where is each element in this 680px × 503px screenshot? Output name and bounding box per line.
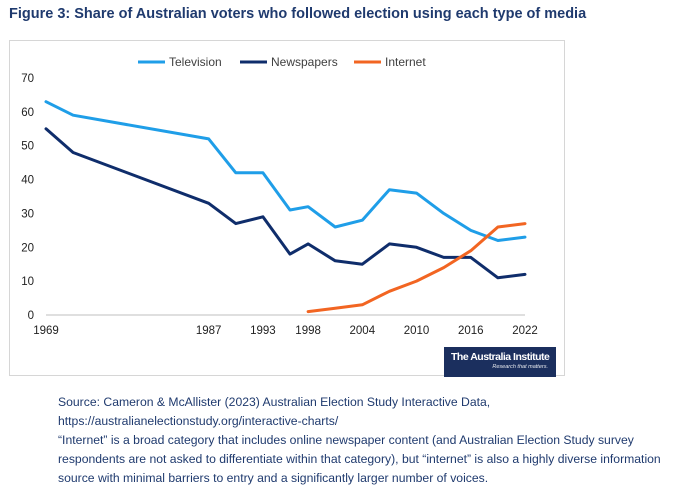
y-tick-label: 50 xyxy=(21,141,34,153)
series-line-internet xyxy=(306,222,527,314)
line-chart: 0 10 20 30 40 50 60 70 1969 1987 1993 1998 2004 2010 2… xyxy=(21,55,538,337)
x-tick-label: 1987 xyxy=(196,325,222,337)
legend-label-television: Television xyxy=(169,55,222,69)
x-tick-label: 2022 xyxy=(512,325,538,337)
figure-title: Figure 3: Share of Australian voters who… xyxy=(9,6,587,22)
x-tick-label: 2004 xyxy=(350,325,376,337)
legend-label-internet: Internet xyxy=(385,55,426,69)
y-tick-label: 60 xyxy=(21,107,34,119)
y-tick-label: 40 xyxy=(21,175,34,187)
source-url: https://australianelectionstudy.org/inte… xyxy=(58,414,339,428)
y-tick-label: 10 xyxy=(21,276,34,288)
y-tick-label: 30 xyxy=(21,208,34,220)
x-tick-label: 1969 xyxy=(33,325,59,337)
logo-name: The Australia Institute xyxy=(451,351,550,363)
australia-institute-logo: The Australia Institute Research that ma… xyxy=(444,347,556,377)
figure-notes: Source: Cameron & McAllister (2023) Aust… xyxy=(58,393,678,488)
y-tick-label: 70 xyxy=(21,73,34,85)
x-tick-label: 1998 xyxy=(295,325,321,337)
chart-area: 0 10 20 30 40 50 60 70 1969 1987 1993 1998 2004 2010 2… xyxy=(9,40,565,377)
internet-note: “Internet” is a broad category that incl… xyxy=(58,433,661,485)
y-tick-label: 20 xyxy=(21,242,34,254)
x-tick-label: 1993 xyxy=(250,325,276,337)
logo-tagline: Research that matters. xyxy=(492,364,548,370)
x-tick-label: 2016 xyxy=(458,325,484,337)
source-line: Source: Cameron & McAllister (2023) Aust… xyxy=(58,395,491,409)
legend-label-newspapers: Newspapers xyxy=(271,55,338,69)
x-tick-label: 2010 xyxy=(404,325,430,337)
series-line-television xyxy=(44,100,527,242)
y-tick-label: 0 xyxy=(28,310,34,322)
